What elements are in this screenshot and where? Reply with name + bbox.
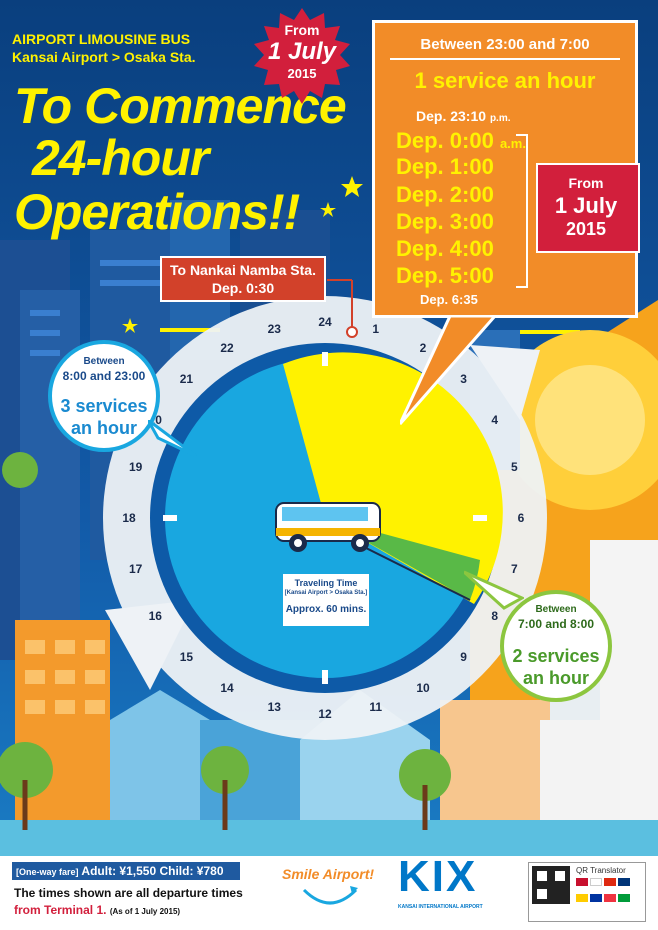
fare-bar bbox=[12, 862, 240, 880]
clock-number: 14 bbox=[220, 680, 234, 695]
clock-number: 13 bbox=[267, 700, 281, 715]
footer-note-2: from Terminal 1. (As of 1 July 2015) bbox=[14, 903, 181, 917]
clock-number: 9 bbox=[460, 649, 467, 664]
clock-number: 6 bbox=[517, 511, 525, 525]
kix-logo: KIX bbox=[398, 852, 478, 901]
namba-box-line2: Dep. 0:30 bbox=[211, 280, 275, 296]
flag-icons bbox=[576, 878, 640, 908]
dep-0200: Dep. 2:00 bbox=[396, 182, 494, 207]
day-service-bubble bbox=[48, 340, 160, 452]
clock-number: 3 bbox=[460, 372, 467, 387]
dep-bracket bbox=[516, 134, 528, 288]
night-box-subtitle: 1 service an hour bbox=[414, 68, 596, 93]
flag-icon bbox=[604, 878, 616, 886]
flag-icon bbox=[590, 894, 602, 902]
smile-airport-logo: Smile Airport! bbox=[282, 866, 375, 882]
dep-0000: Dep. 0:00 a.m. bbox=[396, 128, 526, 153]
starburst-badge bbox=[254, 8, 350, 104]
qr-translator-label: QR Translator bbox=[576, 866, 626, 875]
badge-side-from: From bbox=[568, 175, 604, 191]
service-name: AIRPORT LIMOUSINE BUS bbox=[12, 31, 191, 47]
flag-icon bbox=[576, 878, 588, 886]
clock-number: 23 bbox=[267, 321, 281, 336]
morning-bubble-main2: an hour bbox=[523, 668, 589, 688]
morning-bubble-main1: 2 services bbox=[512, 646, 600, 666]
clock-number: 19 bbox=[128, 460, 143, 475]
flag-icon bbox=[618, 878, 630, 886]
bus-icon bbox=[275, 502, 381, 552]
morning-bubble-tail bbox=[464, 570, 524, 610]
flag-icon bbox=[604, 894, 616, 902]
qr-code-icon[interactable] bbox=[532, 866, 570, 904]
namba-box-line1: To Nankai Namba Sta. bbox=[169, 262, 316, 278]
day-bubble-main1: 3 services bbox=[60, 396, 148, 416]
badge-top-year: 2015 bbox=[287, 66, 317, 81]
badge-side-year: 2015 bbox=[565, 219, 607, 239]
day-bubble-tail bbox=[148, 420, 197, 458]
clock-number: 4 bbox=[491, 413, 499, 427]
night-box-divider bbox=[390, 58, 620, 60]
night-callout-tail bbox=[400, 316, 497, 425]
badge-top-date: 1 July bbox=[267, 38, 337, 65]
flag-icon bbox=[590, 878, 602, 886]
clock-number: 1 bbox=[372, 321, 380, 336]
dep-0300: Dep. 3:00 bbox=[396, 209, 494, 234]
day-bubble-range: 8:00 and 23:00 bbox=[62, 369, 146, 383]
dep-0100: Dep. 1:00 bbox=[396, 154, 494, 179]
footer-note-1: The times shown are all departure times bbox=[14, 886, 243, 900]
badge-top-from: From bbox=[284, 22, 320, 38]
clock-number: 22 bbox=[220, 341, 234, 356]
dep-0500: Dep. 5:00 bbox=[396, 263, 494, 288]
fare-text: [One-way fare] Adult: ¥1,550 Child: ¥780 bbox=[16, 864, 224, 878]
headline-line-2: 24-hour bbox=[32, 130, 209, 186]
clock-number: 8 bbox=[491, 609, 499, 623]
flag-icon bbox=[576, 894, 588, 902]
flag-icon bbox=[618, 894, 630, 902]
clock-number: 10 bbox=[416, 680, 430, 695]
namba-box bbox=[160, 256, 326, 302]
dep-2310: Dep. 23:10 p.m. bbox=[416, 108, 511, 124]
clock-number: 2 bbox=[419, 341, 427, 356]
clock-number: 16 bbox=[148, 609, 162, 623]
night-box-title: Between 23:00 and 7:00 bbox=[420, 36, 590, 53]
dep-0400: Dep. 4:00 bbox=[396, 236, 494, 261]
travel-time-label: Traveling Time bbox=[294, 578, 358, 588]
clock-number: 17 bbox=[128, 561, 143, 576]
morning-bubble-small: Between bbox=[535, 604, 577, 615]
side-date-badge bbox=[536, 163, 640, 253]
morning-service-bubble bbox=[500, 590, 612, 702]
clock-number: 18 bbox=[122, 511, 136, 525]
day-bubble-main2: an hour bbox=[71, 418, 137, 438]
travel-time-route: [Kansai Airport > Osaka Sta.] bbox=[284, 590, 368, 596]
badge-side-date: 1 July bbox=[554, 193, 618, 218]
clock-number: 15 bbox=[179, 649, 194, 664]
clock-number: 24 bbox=[318, 315, 332, 329]
travel-time-value: Approx. 60 mins. bbox=[285, 604, 367, 615]
smile-logo-icon bbox=[302, 886, 358, 905]
clock-number: 12 bbox=[318, 707, 332, 721]
clock-number: 5 bbox=[510, 460, 518, 475]
clock-number: 7 bbox=[510, 561, 518, 576]
kix-subtitle: KANSAI INTERNATIONAL AIRPORT bbox=[398, 904, 483, 910]
route-name: Kansai Airport > Osaka Sta. bbox=[12, 49, 196, 65]
day-bubble-small: Between bbox=[83, 356, 125, 367]
clock-number: 11 bbox=[369, 700, 383, 715]
morning-bubble-range: 7:00 and 8:00 bbox=[517, 617, 595, 631]
dep-0635: Dep. 6:35 bbox=[420, 292, 478, 307]
clock-number: 21 bbox=[179, 372, 194, 387]
headline-line-3: Operations!! bbox=[14, 184, 300, 240]
